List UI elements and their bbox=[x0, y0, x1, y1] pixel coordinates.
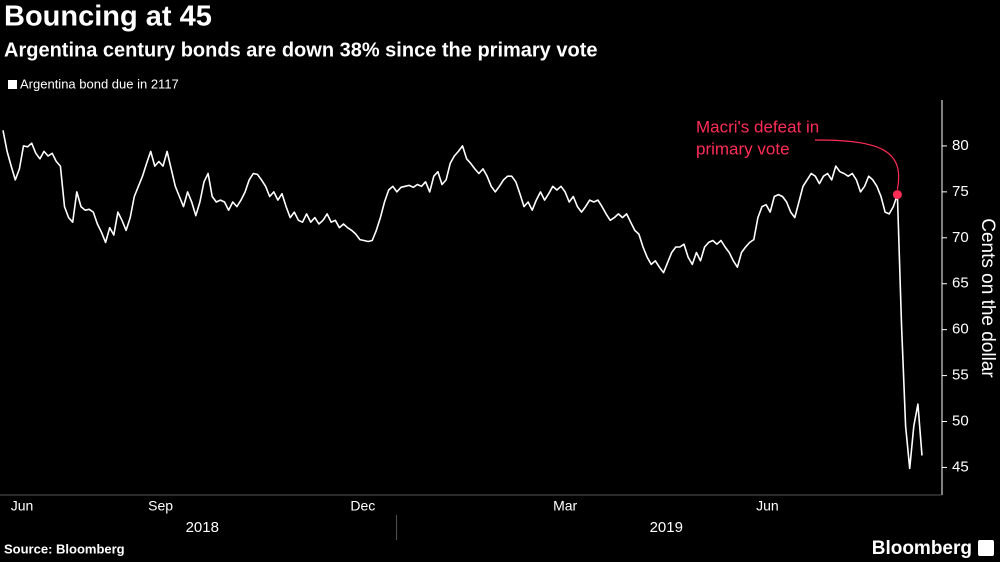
y-tick-label: 60 bbox=[952, 321, 969, 338]
y-tick-label: 65 bbox=[952, 275, 969, 292]
annotation-leader bbox=[814, 139, 900, 190]
y-axis-title: Cents on the dollar bbox=[977, 218, 998, 378]
y-tick-label: 45 bbox=[952, 458, 969, 475]
annotation-dot bbox=[892, 190, 902, 200]
x-tick-label: Jun bbox=[11, 498, 34, 514]
brand-icon bbox=[978, 540, 994, 556]
chart-subtitle: Argentina century bonds are down 38% sin… bbox=[4, 39, 598, 61]
legend-label: Argentina bond due in 2117 bbox=[20, 76, 179, 91]
year-label: 2019 bbox=[650, 519, 683, 536]
y-tick-label: 70 bbox=[952, 229, 969, 246]
series-line bbox=[2, 130, 923, 470]
annotation-text: Macri's defeat in bbox=[696, 117, 819, 136]
source: Source: Bloomberg bbox=[4, 541, 125, 556]
x-tick-label: Sep bbox=[148, 498, 173, 514]
x-tick-label: Mar bbox=[553, 498, 577, 514]
annotation-text: primary vote bbox=[696, 139, 790, 158]
y-tick-label: 80 bbox=[952, 137, 969, 154]
brand: Bloomberg bbox=[872, 538, 972, 559]
y-tick-label: 75 bbox=[952, 183, 969, 200]
x-tick-label: Dec bbox=[350, 498, 375, 514]
chart-title: Bouncing at 45 bbox=[4, 1, 212, 33]
y-tick-label: 50 bbox=[952, 412, 969, 429]
x-tick-label: Jun bbox=[756, 498, 779, 514]
y-tick-label: 55 bbox=[952, 367, 969, 384]
legend-swatch bbox=[8, 80, 17, 89]
year-label: 2018 bbox=[186, 519, 219, 536]
